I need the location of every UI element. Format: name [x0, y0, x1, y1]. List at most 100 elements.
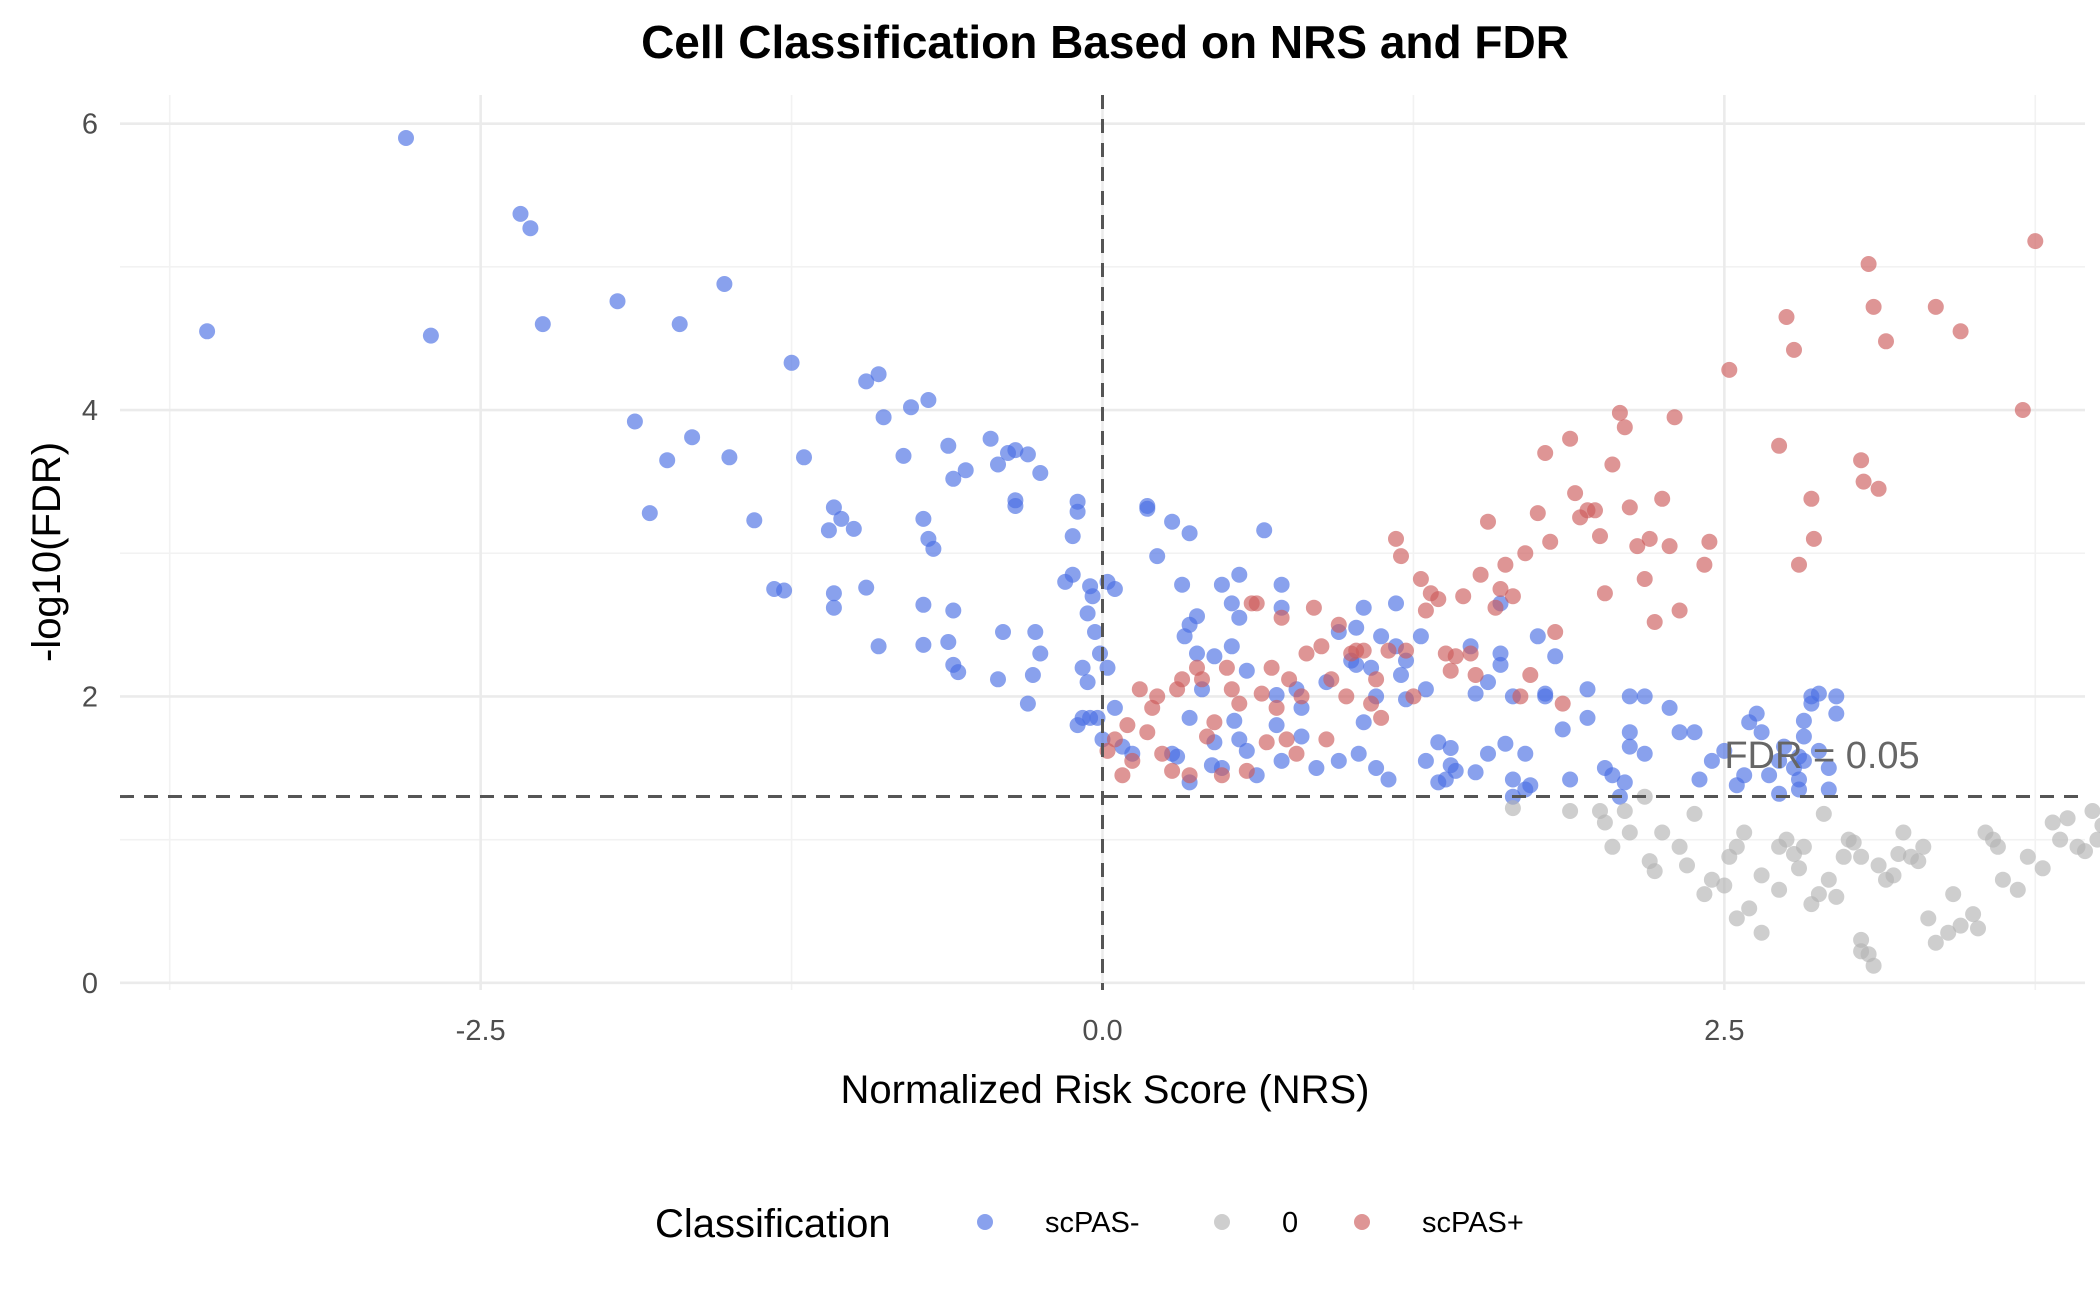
data-point [1791, 860, 1807, 877]
legend-key [977, 1214, 993, 1230]
data-point [1512, 688, 1529, 705]
data-point [1330, 752, 1347, 769]
data-point [1174, 671, 1191, 688]
data-point [1293, 688, 1310, 705]
data-point [870, 638, 887, 655]
data-point [534, 316, 551, 333]
data-point [945, 602, 962, 619]
data-point [2027, 233, 2044, 250]
data-point [1728, 838, 1745, 855]
data-point [1529, 628, 1546, 645]
data-point [1870, 480, 1887, 497]
data-point [1820, 781, 1837, 798]
data-point [2077, 843, 2093, 860]
data-point [1223, 681, 1240, 698]
data-point [1308, 760, 1325, 776]
data-point [1273, 576, 1290, 593]
x-axis-ticks: -2.5 0.0 2.5 [456, 1015, 1745, 1047]
data-point [1258, 734, 1275, 751]
reference-lines [120, 95, 2085, 990]
data-point [1910, 853, 1927, 870]
data-point [1621, 738, 1638, 755]
data-point [1965, 906, 1982, 923]
data-point [1621, 688, 1638, 705]
legend-key [1214, 1214, 1230, 1230]
data-point [1206, 714, 1223, 731]
data-point [1213, 576, 1230, 593]
data-point [1472, 566, 1489, 583]
data-point [1761, 767, 1778, 784]
data-point [1542, 533, 1559, 550]
data-point [1604, 767, 1621, 784]
data-point [1412, 571, 1429, 587]
data-point [1810, 886, 1827, 903]
data-point [1686, 805, 1703, 822]
data-point [1878, 333, 1894, 350]
x-tick-label: -2.5 [456, 1015, 506, 1047]
data-point [1701, 533, 1718, 550]
data-point [1430, 774, 1447, 791]
legend-entry: 0 [1214, 1207, 1298, 1239]
data-point [1616, 774, 1633, 791]
data-point [1417, 602, 1434, 619]
data-point [1139, 500, 1156, 517]
data-point [1621, 499, 1638, 516]
data-point [1753, 867, 1770, 884]
data-point [1805, 530, 1822, 547]
data-point [1771, 437, 1788, 454]
data-point [1350, 745, 1367, 762]
x-axis-title: Normalized Risk Score (NRS) [841, 1068, 1370, 1112]
data-point [1952, 323, 1969, 340]
data-point [1231, 566, 1248, 583]
data-point [1074, 659, 1091, 676]
data-point [1721, 361, 1738, 378]
data-point [626, 413, 643, 430]
data-point [1131, 681, 1148, 698]
y-tick-label: 6 [82, 109, 98, 141]
data-point [1181, 616, 1198, 633]
data-point [1795, 752, 1812, 769]
data-point [1970, 920, 1986, 937]
data-point [659, 452, 676, 469]
data-point [1273, 609, 1290, 626]
data-point [995, 624, 1011, 640]
data-point [1579, 681, 1596, 698]
data-point [1537, 688, 1554, 705]
data-point [1124, 752, 1141, 769]
x-tick-label: 0.0 [1082, 1015, 1122, 1047]
data-point [845, 520, 862, 537]
legend: Classification scPAS- 0 scPAS+ [655, 1202, 1524, 1246]
data-point [1154, 745, 1171, 762]
data-point [1696, 886, 1713, 903]
data-point [1820, 871, 1837, 888]
data-point [716, 276, 733, 292]
data-point [1828, 888, 1845, 905]
data-point [671, 316, 688, 333]
data-point [915, 510, 932, 527]
data-point [1641, 530, 1658, 547]
data-point [1149, 548, 1166, 565]
data-point [1106, 581, 1123, 597]
data-point [1795, 838, 1812, 855]
data-point [1069, 717, 1086, 734]
data-point [609, 293, 626, 310]
data-point [1592, 528, 1608, 545]
data-point [1795, 712, 1812, 729]
data-point [1057, 573, 1074, 590]
data-point [1447, 648, 1464, 665]
data-point [1189, 645, 1205, 662]
data-point [2034, 860, 2051, 877]
data-point [1007, 498, 1024, 514]
data-point [1771, 881, 1788, 898]
data-point [1164, 513, 1181, 530]
data-point [2084, 803, 2100, 819]
data-point [1820, 760, 1837, 776]
data-point [1447, 762, 1464, 779]
data-point [1278, 731, 1295, 748]
data-point [783, 354, 800, 371]
data-point [1666, 409, 1683, 426]
series-scPAS+ [1099, 233, 2044, 784]
data-point [1253, 685, 1270, 702]
data-point [1661, 538, 1678, 555]
